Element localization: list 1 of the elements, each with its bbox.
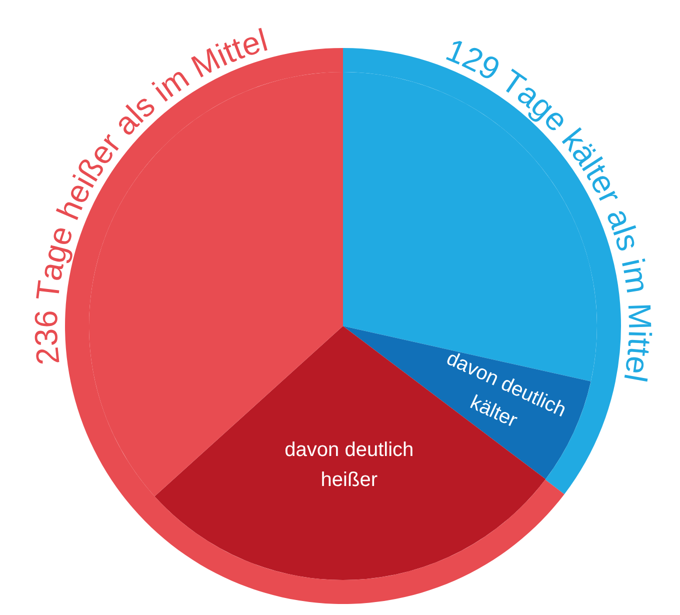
slice-label: davon deutlich heißer [284, 439, 414, 492]
